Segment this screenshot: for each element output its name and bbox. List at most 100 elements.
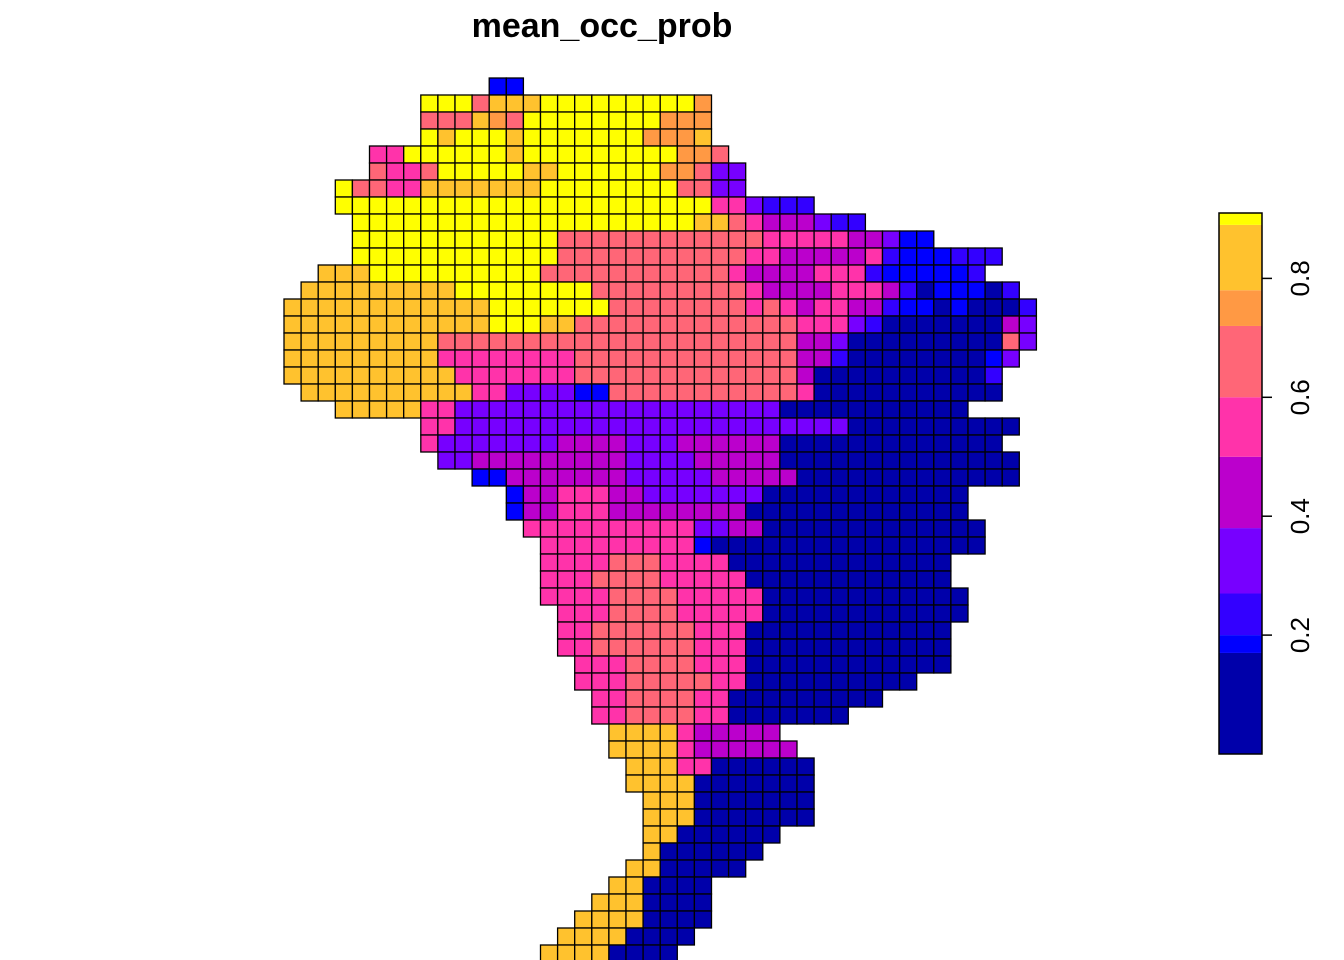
grid-cell bbox=[745, 400, 764, 419]
grid-cell bbox=[727, 196, 747, 215]
grid-cell bbox=[916, 383, 935, 402]
grid-cell bbox=[830, 281, 849, 300]
grid-cell bbox=[693, 230, 713, 249]
grid-cell bbox=[676, 468, 696, 487]
grid-cell bbox=[745, 536, 764, 555]
grid-cell bbox=[522, 162, 542, 181]
grid-cell bbox=[488, 298, 507, 317]
grid-cell bbox=[591, 706, 610, 725]
grid-cell bbox=[881, 281, 901, 300]
grid-cell bbox=[608, 281, 627, 300]
grid-cell bbox=[676, 417, 696, 436]
grid-cell bbox=[796, 519, 815, 538]
grid-cell bbox=[625, 740, 644, 759]
grid-cell bbox=[556, 417, 576, 436]
grid-cell bbox=[625, 672, 644, 691]
grid-cell bbox=[813, 655, 832, 674]
grid-cell bbox=[488, 179, 507, 198]
grid-cell bbox=[659, 893, 678, 912]
grid-cell bbox=[710, 434, 730, 453]
grid-cell bbox=[727, 502, 747, 521]
grid-cell bbox=[625, 502, 644, 521]
grid-cell bbox=[779, 281, 798, 300]
grid-cell bbox=[950, 383, 969, 402]
grid-cell bbox=[762, 213, 781, 232]
grid-cell bbox=[830, 400, 849, 419]
grid-cell bbox=[710, 400, 730, 419]
grid-cell bbox=[591, 553, 610, 572]
grid-cell bbox=[625, 944, 644, 960]
grid-cell bbox=[574, 264, 593, 283]
grid-cell bbox=[916, 621, 935, 640]
grid-cell bbox=[779, 706, 798, 725]
grid-cell bbox=[830, 247, 849, 266]
grid-cell bbox=[539, 145, 559, 164]
grid-cell bbox=[984, 434, 1003, 453]
grid-cell bbox=[710, 638, 730, 657]
grid-cell bbox=[710, 230, 730, 249]
grid-cell bbox=[505, 468, 525, 487]
grid-cell bbox=[437, 162, 456, 181]
grid-cell bbox=[574, 400, 593, 419]
grid-cell bbox=[608, 706, 627, 725]
grid-cell bbox=[796, 213, 815, 232]
grid-cell bbox=[420, 332, 439, 351]
grid-cell bbox=[556, 587, 576, 606]
grid-cell bbox=[796, 298, 815, 317]
grid-cell bbox=[317, 349, 336, 368]
grid-cell bbox=[574, 315, 593, 334]
grid-cell bbox=[608, 893, 627, 912]
grid-cell bbox=[710, 825, 730, 844]
grid-cell bbox=[539, 264, 559, 283]
grid-cell bbox=[608, 723, 627, 742]
grid-cell bbox=[385, 332, 405, 351]
grid-cell bbox=[727, 366, 747, 385]
grid-cell bbox=[574, 485, 593, 504]
grid-cell bbox=[779, 247, 798, 266]
grid-cell bbox=[847, 621, 867, 640]
grid-cell bbox=[608, 672, 627, 691]
grid-cell bbox=[779, 502, 798, 521]
grid-cell bbox=[659, 944, 678, 960]
grid-cell bbox=[420, 383, 439, 402]
grid-cell bbox=[693, 570, 713, 589]
grid-cell bbox=[574, 536, 593, 555]
grid-cell bbox=[642, 451, 661, 470]
grid-cell bbox=[710, 706, 730, 725]
grid-cell bbox=[950, 417, 969, 436]
grid-cell bbox=[591, 672, 610, 691]
grid-cell bbox=[591, 162, 610, 181]
grid-cell bbox=[471, 468, 490, 487]
grid-cell bbox=[625, 893, 644, 912]
grid-cell bbox=[403, 264, 422, 283]
grid-cell bbox=[625, 417, 644, 436]
legend-bin bbox=[1219, 213, 1262, 225]
grid-cell bbox=[881, 315, 901, 334]
grid-cell bbox=[779, 230, 798, 249]
grid-cell bbox=[403, 383, 422, 402]
grid-cell bbox=[710, 774, 730, 793]
grid-cell bbox=[847, 570, 867, 589]
grid-cell bbox=[625, 230, 644, 249]
grid-cell bbox=[745, 808, 764, 827]
grid-cell bbox=[642, 808, 661, 827]
grid-cell bbox=[762, 672, 781, 691]
grid-cell bbox=[847, 281, 867, 300]
grid-cell bbox=[864, 247, 884, 266]
grid-cell bbox=[745, 706, 764, 725]
grid-cell bbox=[505, 400, 525, 419]
grid-cell bbox=[591, 298, 610, 317]
grid-cell bbox=[659, 162, 678, 181]
grid-cell bbox=[608, 349, 627, 368]
grid-cell bbox=[608, 298, 627, 317]
grid-cell bbox=[625, 128, 644, 147]
grid-cell bbox=[505, 247, 525, 266]
grid-cell bbox=[745, 604, 764, 623]
grid-cell bbox=[625, 876, 644, 895]
grid-cell bbox=[437, 400, 456, 419]
grid-cell bbox=[608, 689, 627, 708]
grid-cell bbox=[420, 162, 439, 181]
grid-cell bbox=[539, 298, 559, 317]
grid-cell bbox=[898, 417, 918, 436]
grid-cell bbox=[710, 604, 730, 623]
